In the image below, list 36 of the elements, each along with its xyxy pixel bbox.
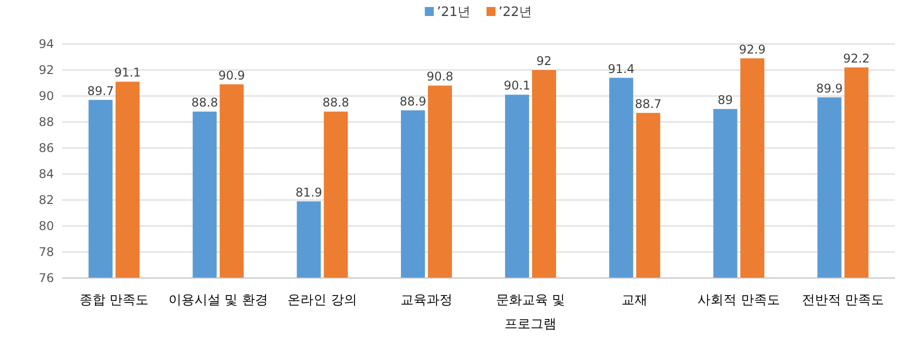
- data-label: 88.8: [191, 96, 218, 110]
- x-tick-label: 온라인 강의: [288, 293, 357, 308]
- x-tick-label: 사회적 만족도: [698, 293, 780, 308]
- data-label: 89.9: [816, 81, 843, 96]
- data-label: 88.7: [634, 96, 662, 111]
- y-tick-label: 80: [38, 219, 54, 233]
- x-tick-label: 전반적 만족도: [802, 293, 884, 308]
- data-label: 90.8: [426, 70, 454, 84]
- x-tick-label: 문화교육 및 프로그램: [496, 293, 566, 332]
- x-tick-label: 교육과정: [400, 293, 452, 308]
- y-tick-label: 88: [38, 115, 54, 129]
- y-tick-label: 94: [38, 37, 54, 51]
- y-tick-label: 86: [38, 141, 54, 155]
- y-tick-label: 82: [38, 193, 54, 207]
- y-tick-label: 76: [38, 271, 54, 285]
- data-label: 90.9: [218, 68, 246, 82]
- y-tick-label: 84: [38, 167, 54, 181]
- data-label: 88.8: [322, 96, 350, 110]
- data-label: 88.9: [400, 94, 426, 108]
- x-tick-label: 교재: [622, 293, 648, 308]
- y-tick-label: 90: [38, 89, 54, 103]
- legend-label: ’22년: [498, 5, 532, 20]
- data-label: 89.7: [87, 84, 114, 98]
- data-label: 91.4: [608, 62, 635, 76]
- data-label: 81.9: [295, 185, 322, 200]
- data-label: 92.9: [738, 42, 766, 56]
- y-tick-label: 78: [38, 245, 54, 259]
- data-label: 89: [718, 93, 733, 107]
- data-label: 91.1: [114, 66, 141, 80]
- data-label: 90.1: [504, 78, 530, 93]
- x-tick-label: 이용시설 및 환경: [168, 293, 268, 308]
- legend-label: ’21년: [436, 5, 470, 20]
- x-tick-label: 종합 만족도: [79, 293, 149, 308]
- data-label: 92.2: [843, 51, 870, 66]
- y-tick-label: 92: [38, 63, 54, 77]
- data-label: 92: [536, 54, 552, 68]
